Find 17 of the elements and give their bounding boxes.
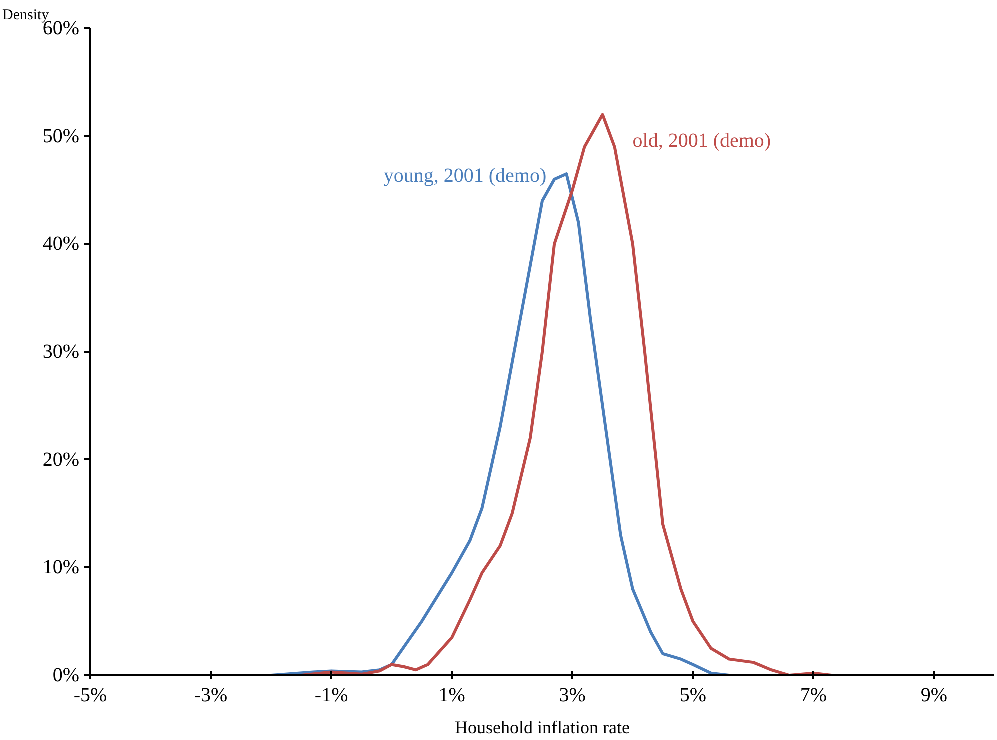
x-tick-label: -5% [74,684,108,706]
x-tick-label: 3% [559,684,586,706]
y-tick-label: 0% [52,664,80,686]
y-tick-label: 40% [42,233,80,256]
x-tick-label: 5% [680,684,707,706]
x-tick-label: 1% [438,684,466,706]
x-tick-label: -1% [314,684,348,706]
series-label: old, 2001 (demo) [632,130,772,152]
y-tick-label: 20% [42,448,80,471]
x-tick-label: 7% [800,684,828,706]
x-tick-label: 9% [920,684,948,706]
x-axis-title: Household inflation rate [455,718,630,738]
y-tick-label: 10% [42,556,80,579]
y-tick-label: 50% [42,125,80,148]
x-tick-label: -3% [194,684,228,706]
series-label: young, 2001 (demo) [384,165,547,188]
y-tick-label: 30% [42,341,80,363]
